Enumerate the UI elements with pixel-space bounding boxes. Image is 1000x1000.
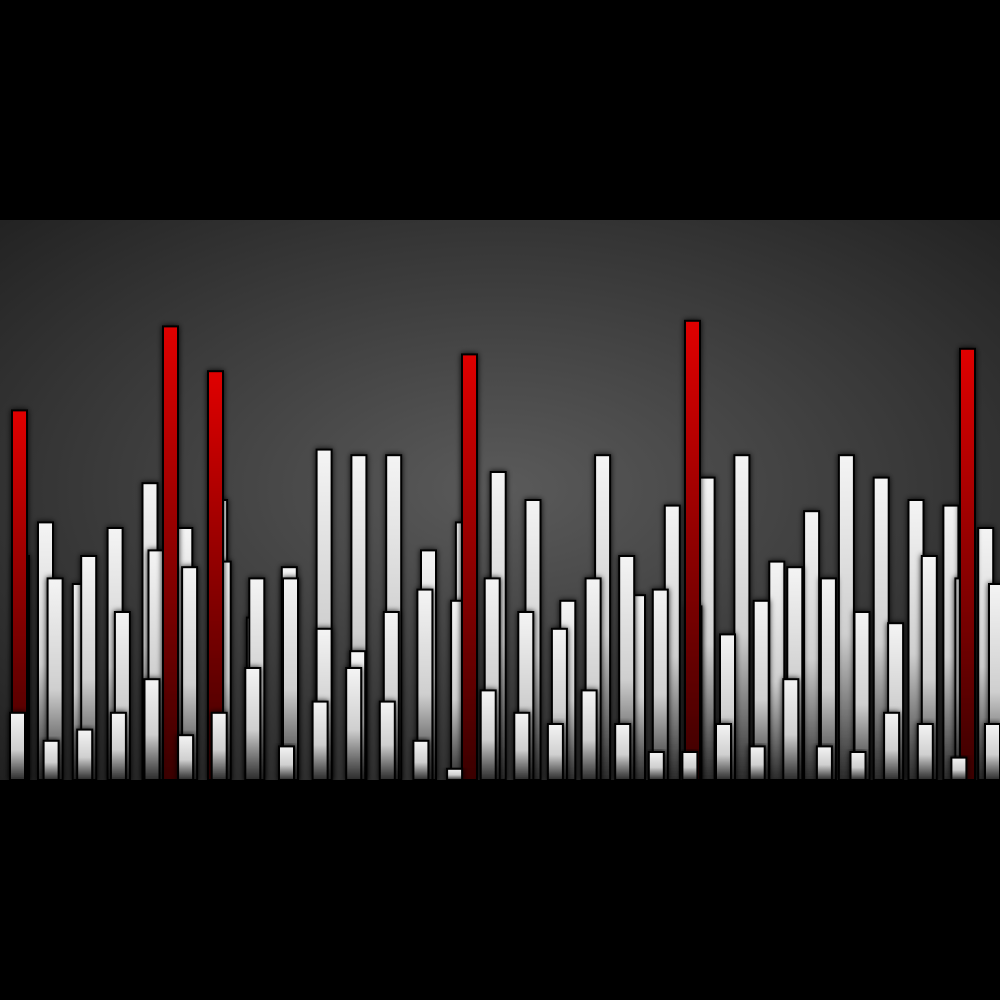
red-bar-4 <box>461 353 478 781</box>
front-bar-13 <box>412 739 430 781</box>
front-bar-30 <box>984 723 1000 781</box>
front-bar-19 <box>614 723 632 781</box>
front-bar-3 <box>76 728 94 781</box>
red-bar-5 <box>684 319 701 781</box>
front-bar-28 <box>916 723 934 781</box>
front-bar-10 <box>311 700 329 781</box>
front-bar-17 <box>546 723 564 781</box>
front-bar-9 <box>278 745 295 782</box>
back-bar-22 <box>768 560 786 781</box>
red-bar-6 <box>959 347 976 781</box>
front-bar-23 <box>748 745 766 782</box>
front-bar-16 <box>513 711 531 781</box>
front-bar-1 <box>9 711 26 781</box>
front-bar-4 <box>109 711 127 781</box>
front-bar-11 <box>345 667 363 781</box>
front-bar-24 <box>782 678 800 782</box>
back-bar-23 <box>803 510 821 781</box>
front-bar-15 <box>479 689 497 782</box>
back-bar-21 <box>733 454 751 781</box>
front-bar-21 <box>681 751 699 781</box>
front-bar-6 <box>177 734 195 782</box>
front-bar-7 <box>210 711 228 781</box>
front-bar-27 <box>883 711 901 781</box>
front-bar-5 <box>143 678 161 782</box>
front-bar-12 <box>378 700 396 781</box>
front-bar-14 <box>446 767 464 781</box>
front-bar-2 <box>42 739 60 781</box>
front-bar-8 <box>244 667 262 781</box>
front-bar-29 <box>950 756 968 781</box>
front-bar-26 <box>849 751 867 781</box>
red-bar-layer <box>11 319 976 781</box>
front-bar-18 <box>580 689 598 782</box>
front-bar-20 <box>647 751 665 781</box>
back-bar-24 <box>837 454 855 781</box>
front-bar-22 <box>715 723 732 781</box>
letterbox-top <box>0 0 1000 220</box>
front-bar-25 <box>815 745 833 782</box>
red-bar-2 <box>162 325 179 781</box>
letterbox-bottom <box>0 780 1000 1000</box>
